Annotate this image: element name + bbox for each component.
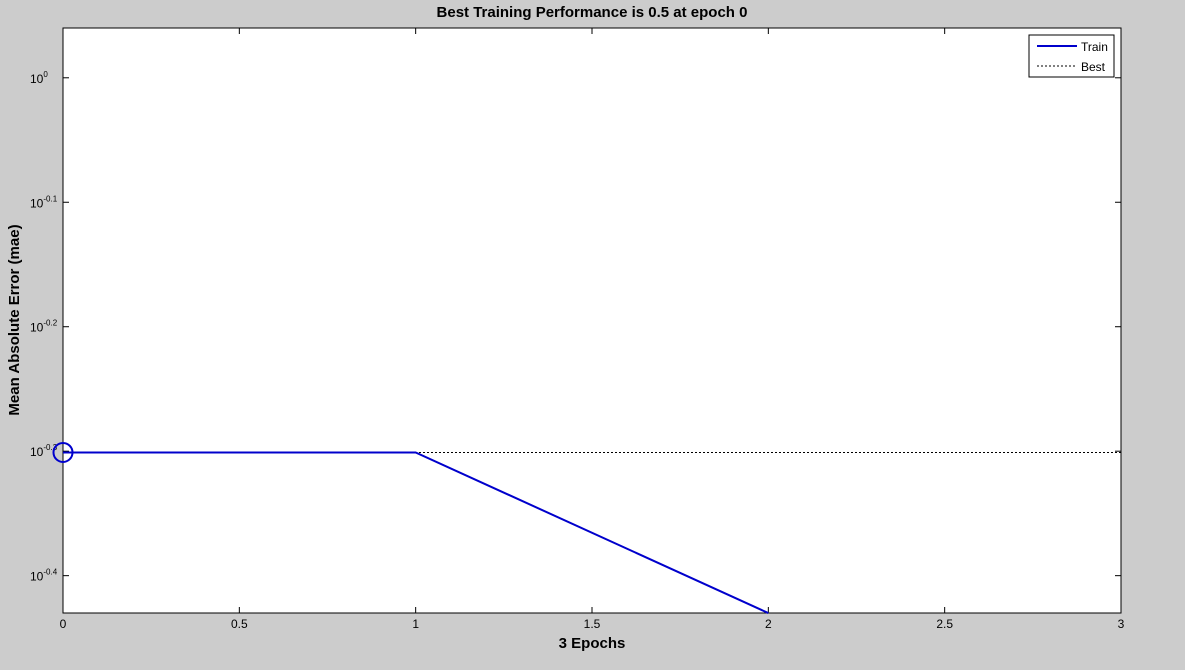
y-tick-label: 100 [30,70,48,86]
best-epoch-marker [52,441,74,463]
y-tick-label: 10-0.4 [30,568,58,584]
x-tick-label: 2.5 [936,617,953,631]
y-axis-label: Mean Absolute Error (mae) [6,224,23,415]
y-tick-label: 10-0.1 [30,194,58,210]
x-tick-label: 1 [412,617,419,631]
x-tick-label: 2 [765,617,772,631]
y-ticks: 100 10-0.1 10-0.2 10-0.3 10-0.4 [30,70,1121,584]
x-tick-label: 0 [60,617,67,631]
x-tick-label: 3 [1118,617,1125,631]
legend-train-label: Train [1081,40,1108,54]
train-line [63,451,769,614]
x-tick-label: 0.5 [231,617,248,631]
chart-title: Best Training Performance is 0.5 at epoc… [437,4,748,21]
y-tick-label: 10-0.2 [30,319,58,335]
y-tick-label: 10-0.3 [30,443,58,459]
x-tick-label: 1.5 [584,617,601,631]
plot-area [62,27,1122,614]
x-ticks: 0 0.5 1 1.5 2 2.5 3 [60,28,1125,631]
x-axis-label: 3 Epochs [559,635,626,652]
legend-best-label: Best [1081,60,1106,74]
legend-box [1028,34,1115,78]
series-layer [52,441,1121,614]
legend: Train Best [1028,34,1115,78]
